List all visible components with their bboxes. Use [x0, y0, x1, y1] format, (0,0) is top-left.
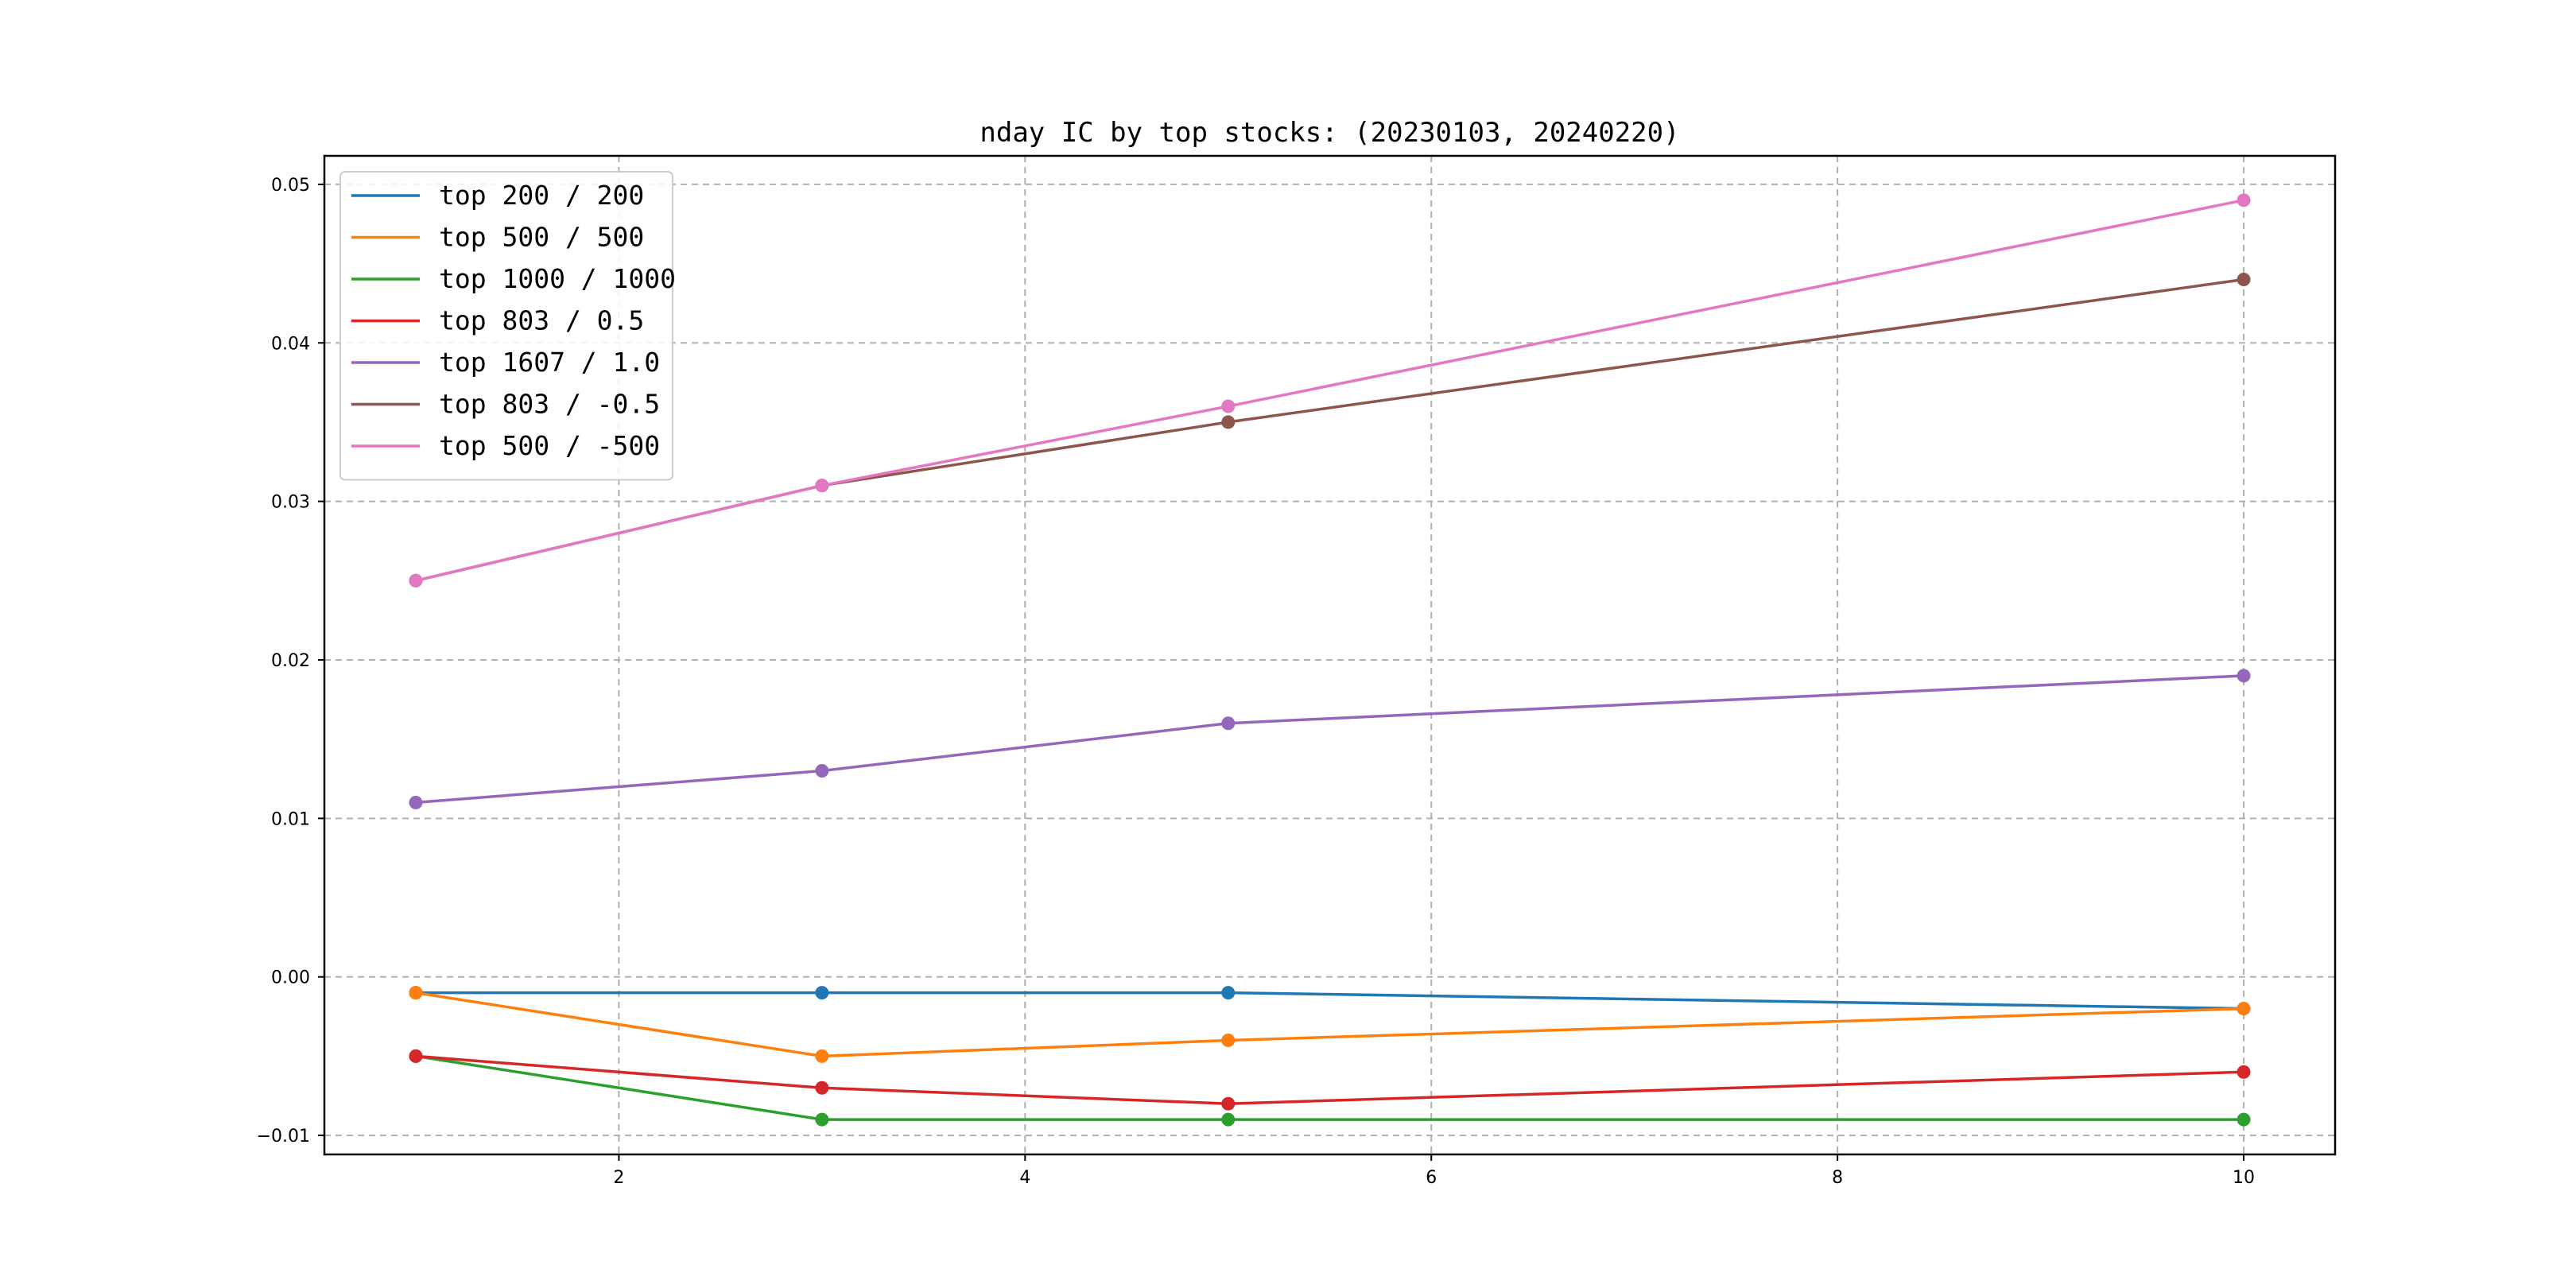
- y-tick-label: 0.03: [271, 493, 310, 513]
- data-point: [1221, 399, 1236, 413]
- series-group: [409, 669, 2251, 809]
- legend: top 200 / 200 top 500 / 500 top 1000 / 100…: [339, 171, 676, 481]
- series-group: [409, 193, 2251, 588]
- data-point: [815, 1049, 829, 1063]
- data-point: [1221, 716, 1236, 731]
- series-line: [415, 277, 2244, 583]
- legend-label: top 803 / 0.5: [439, 305, 644, 336]
- data-point: [815, 479, 829, 493]
- data-point: [2237, 669, 2251, 683]
- data-point: [2237, 273, 2251, 287]
- data-point: [1221, 1112, 1236, 1127]
- data-point: [815, 1112, 829, 1127]
- legend-label: top 1000 / 1000: [439, 263, 676, 294]
- series-group: [409, 1049, 2251, 1111]
- legend-label: top 803 / -0.5: [439, 389, 660, 420]
- legend-box: [339, 171, 673, 481]
- legend-label: top 500 / -500: [439, 430, 660, 461]
- legend-label: top 200 / 200: [439, 180, 644, 211]
- data-point: [2237, 1002, 2251, 1016]
- series-line: [415, 1054, 2244, 1105]
- chart-title: nday IC by top stocks: (20230103, 202402…: [980, 117, 1679, 149]
- series-line: [415, 991, 2244, 1058]
- axis-ticks: 2 4 6 8 10 −0.01 0.00 0.01 0.02 0.03 0.04 0.05: [257, 176, 2255, 1188]
- plot-area-frame: [323, 154, 2337, 1156]
- data-point: [1221, 1096, 1236, 1111]
- data-point: [815, 764, 829, 778]
- data-point: [409, 795, 423, 809]
- data-point: [2237, 1065, 2251, 1079]
- series-lines: [409, 193, 2251, 1127]
- y-tick-label: 0.05: [271, 176, 310, 196]
- y-tick-label: −0.01: [257, 1127, 310, 1146]
- data-point: [1221, 986, 1236, 1000]
- series-line: [415, 199, 2244, 583]
- data-point: [2237, 193, 2251, 208]
- series-line: [415, 674, 2244, 805]
- y-tick-label: 0.04: [271, 334, 310, 354]
- x-tick-label: 6: [1426, 1168, 1437, 1188]
- legend-label: top 1607 / 1.0: [439, 347, 660, 378]
- series-group: [409, 1049, 2251, 1127]
- x-tick-label: 8: [1832, 1168, 1843, 1188]
- y-tick-label: 0.00: [271, 968, 310, 988]
- data-point: [815, 986, 829, 1000]
- series-group: [409, 986, 2251, 1063]
- series-line: [416, 991, 2244, 1011]
- x-tick-label: 2: [613, 1168, 624, 1188]
- data-point: [1221, 415, 1236, 429]
- series-line: [415, 1054, 2244, 1121]
- data-point: [409, 573, 423, 588]
- x-tick-label: 4: [1019, 1168, 1030, 1188]
- series-group: [409, 273, 2251, 588]
- data-point: [409, 1049, 423, 1063]
- y-tick-label: 0.01: [271, 809, 310, 829]
- legend-label: top 500 / 500: [439, 222, 644, 253]
- data-point: [409, 986, 423, 1000]
- data-point: [815, 1080, 829, 1095]
- y-tick-label: 0.02: [271, 651, 310, 671]
- x-tick-label: 10: [2233, 1168, 2255, 1188]
- data-point: [1221, 1033, 1236, 1047]
- data-point: [2237, 1112, 2251, 1127]
- series-group: [409, 986, 2251, 1016]
